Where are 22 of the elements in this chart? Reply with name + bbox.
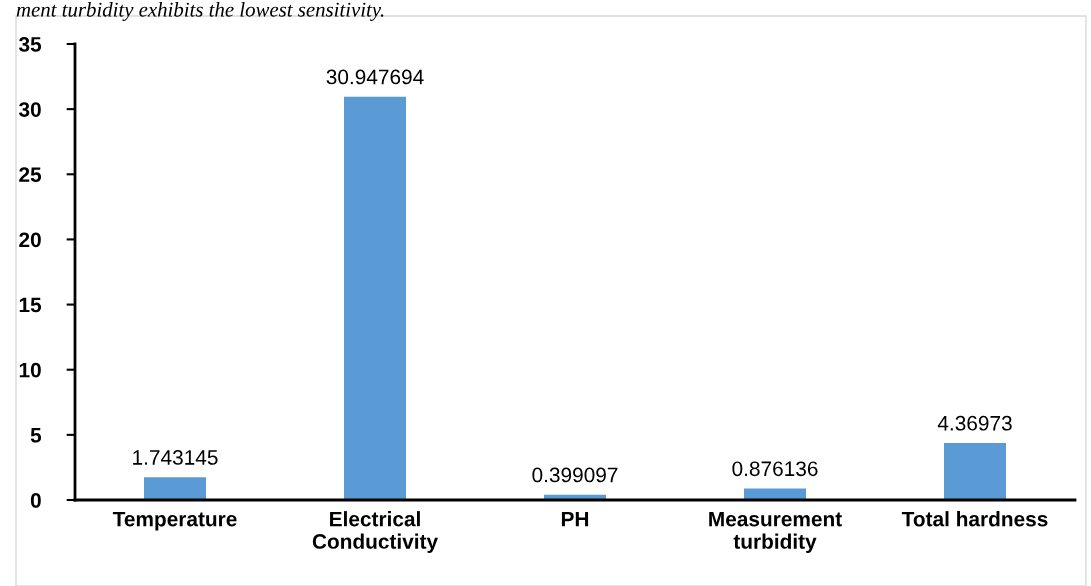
bar (144, 477, 206, 500)
x-tick-label: Measurement turbidity (709, 511, 842, 553)
y-tick-label: 35 (18, 37, 42, 52)
data-label: 4.36973 (937, 415, 1012, 431)
data-label: 30.947694 (326, 69, 424, 85)
x-tick-label: Temperature (112, 511, 237, 531)
x-tick-label: Total hardness (901, 511, 1048, 527)
x-tick-label: Electrical Conductivity (312, 511, 438, 553)
data-label: 1.743145 (133, 450, 218, 465)
y-tick-label: 30 (18, 102, 41, 117)
bar (944, 443, 1006, 500)
bar (344, 96, 406, 500)
y-tick-label: 10 (19, 362, 41, 378)
text: ment turbidity exhibits the lowest sensitivity. (16, 2, 384, 21)
x-tick-label: PH (561, 511, 589, 527)
data-label: 0.399097 (532, 467, 618, 483)
data-label: 0.876136 (732, 461, 818, 477)
y-tick-label: 25 (19, 167, 42, 183)
y-tick-label: 5 (30, 428, 42, 443)
y-tick-label: 15 (19, 297, 42, 313)
y-tick-label: 0 (30, 493, 41, 508)
y-tick-label: 20 (19, 232, 41, 248)
